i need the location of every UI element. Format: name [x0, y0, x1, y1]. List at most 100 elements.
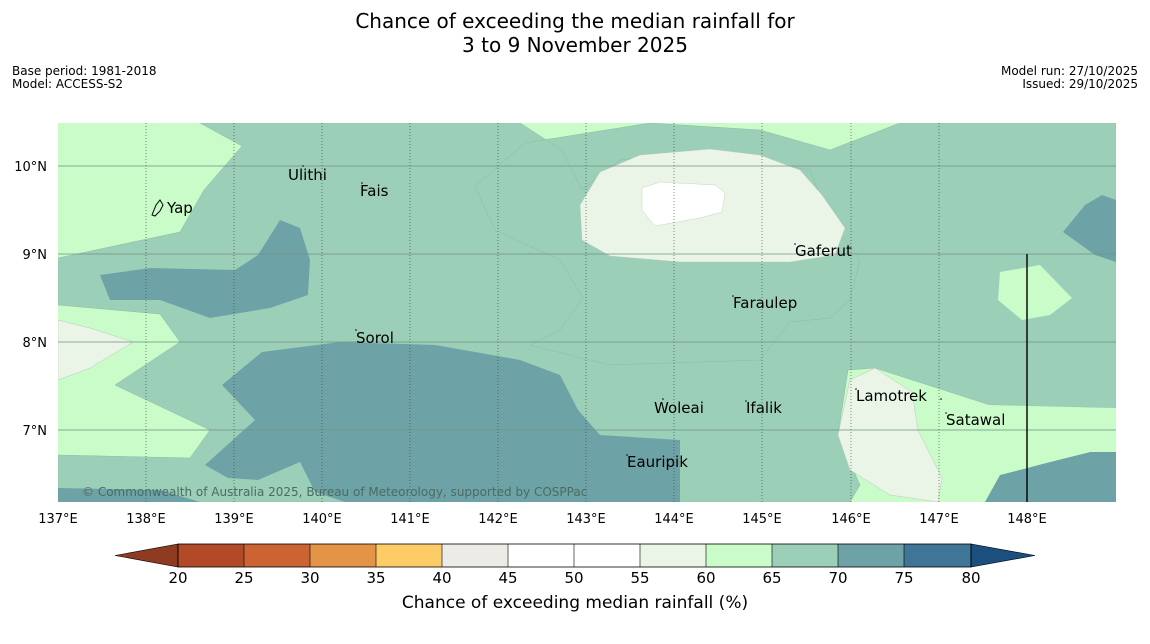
- island-markers: [151, 165, 947, 456]
- place-ulithi: Ulithi: [288, 166, 327, 184]
- colorbar-segment: [442, 544, 508, 567]
- meta-left: Base period: 1981-2018 Model: ACCESS-S2: [12, 65, 157, 91]
- lat-label: 9°N: [23, 248, 48, 263]
- lon-label: 145°E: [742, 512, 782, 527]
- band-70-75-central: [205, 342, 680, 502]
- island-dot: [940, 398, 942, 400]
- colorbar-segment: [772, 544, 838, 567]
- lon-label: 138°E: [126, 512, 166, 527]
- colorbar-extend-high: [970, 543, 1036, 568]
- place-yap: Yap: [166, 199, 193, 217]
- lon-label: 139°E: [214, 512, 254, 527]
- island-dot: [361, 182, 363, 184]
- place-faraulep: Faraulep: [733, 294, 797, 312]
- island-dot: [626, 454, 628, 456]
- lon-label: 144°E: [654, 512, 694, 527]
- colorbar-tick: 80: [961, 569, 980, 587]
- island-dot: [662, 398, 664, 400]
- colorbar-tick: 65: [762, 569, 781, 587]
- colorbar-tick: 30: [300, 569, 319, 587]
- lon-label: 141°E: [390, 512, 430, 527]
- lat-label: 10°N: [14, 160, 47, 175]
- parallels: [58, 165, 1116, 431]
- lon-axis: 137°E 138°E 139°E 140°E 141°E 142°E 143°…: [38, 512, 1047, 527]
- lon-label: 140°E: [302, 512, 342, 527]
- colorbar-label: Chance of exceeding median rainfall (%): [401, 593, 749, 613]
- island-dot: [794, 243, 796, 245]
- band-70-75-north: [100, 220, 310, 318]
- place-ifalik: Ifalik: [746, 399, 782, 417]
- colorbar-segment: [244, 544, 310, 567]
- band-65-70-strip: [608, 294, 700, 304]
- colorbar-segment: [904, 544, 971, 567]
- colorbar-tick: 20: [168, 569, 187, 587]
- island-dot: [945, 412, 947, 414]
- colorbar-segment: [178, 544, 244, 567]
- colorbar-tick: 50: [564, 569, 583, 587]
- colorbar-segment: [706, 544, 772, 567]
- colorbar-tick: 60: [696, 569, 715, 587]
- colorbar-outline: [177, 543, 972, 568]
- colorbar-tick: 55: [630, 569, 649, 587]
- lat-label: 8°N: [23, 336, 48, 351]
- colorbar-tick: 75: [894, 569, 913, 587]
- colorbar-ticks: 20 25 30 35 40 45 50 55 60 65 70 75 80: [168, 569, 980, 587]
- contour-layer: [58, 123, 1116, 502]
- base-period-text: Base period: 1981-2018: [12, 64, 157, 78]
- yap-island-shape: [151, 199, 164, 217]
- lat-axis: 10°N 9°N 8°N 7°N: [14, 160, 47, 439]
- place-gaferut: Gaferut: [795, 242, 852, 260]
- colorbar-tick: 70: [828, 569, 847, 587]
- colorbar-segment: [508, 544, 574, 567]
- copyright-text: © Commonwealth of Australia 2025, Bureau…: [82, 485, 587, 499]
- place-eauripik: Eauripik: [627, 453, 688, 471]
- colorbar-extend-low: [114, 543, 179, 568]
- colorbar-tick: 40: [432, 569, 451, 587]
- model-run-text: Model run: 27/10/2025: [1000, 64, 1138, 78]
- colorbar-segment: [310, 544, 376, 567]
- band-45-55-core: [641, 181, 726, 227]
- place-woleai: Woleai: [654, 399, 704, 417]
- lon-label: 148°E: [1007, 512, 1047, 527]
- island-dot: [302, 165, 304, 167]
- model-text: Model: ACCESS-S2: [12, 77, 124, 91]
- title-line-1: Chance of exceeding the median rainfall …: [355, 9, 795, 33]
- place-lamotrek: Lamotrek: [856, 387, 927, 405]
- meta-right: Model run: 27/10/2025 Issued: 29/10/2025: [1001, 65, 1138, 91]
- colorbar: 20 25 30 35 40 45 50 55 60 65 70 75 80: [114, 543, 1036, 587]
- colorbar-tick: 45: [498, 569, 517, 587]
- band-55-60-west: [58, 319, 134, 381]
- lon-label: 142°E: [478, 512, 518, 527]
- island-dot: [745, 400, 747, 402]
- lon-label: 137°E: [38, 512, 78, 527]
- lat-label: 7°N: [23, 424, 48, 439]
- band-60-65-southeast-inner: [958, 400, 1116, 478]
- island-dot: [732, 295, 734, 297]
- place-sorol: Sorol: [356, 329, 394, 347]
- band-65-70-ifalik: [776, 358, 812, 438]
- lon-label: 147°E: [919, 512, 959, 527]
- place-satawal: Satawal: [946, 411, 1005, 429]
- band-70-75-southeast: [985, 452, 1116, 502]
- lon-label: 143°E: [566, 512, 606, 527]
- colorbar-segment: [574, 544, 640, 567]
- island-dot: [855, 388, 857, 390]
- colorbar-segment: [640, 544, 706, 567]
- issued-text: Issued: 29/10/2025: [1022, 77, 1138, 91]
- colorbar-tick: 35: [366, 569, 385, 587]
- place-fais: Fais: [360, 182, 389, 200]
- colorbar-segment: [376, 544, 442, 567]
- lon-label: 146°E: [831, 512, 871, 527]
- band-60-65-east-inner: [998, 265, 1072, 320]
- graticule: [145, 123, 940, 502]
- title-line-2: 3 to 9 November 2025: [462, 33, 688, 57]
- place-labels: Yap Ulithi Fais Gaferut Faraulep Sorol L…: [166, 166, 1005, 471]
- band-70-75-east: [1063, 195, 1116, 262]
- band-55-60-lamotrek: [837, 367, 943, 502]
- island-dot: [355, 329, 357, 331]
- colorbar-segment: [838, 544, 904, 567]
- chart-title: Chance of exceeding the median rainfall …: [0, 9, 1150, 57]
- band-70-75-southwest: [58, 488, 200, 502]
- colorbar-tick: 25: [234, 569, 253, 587]
